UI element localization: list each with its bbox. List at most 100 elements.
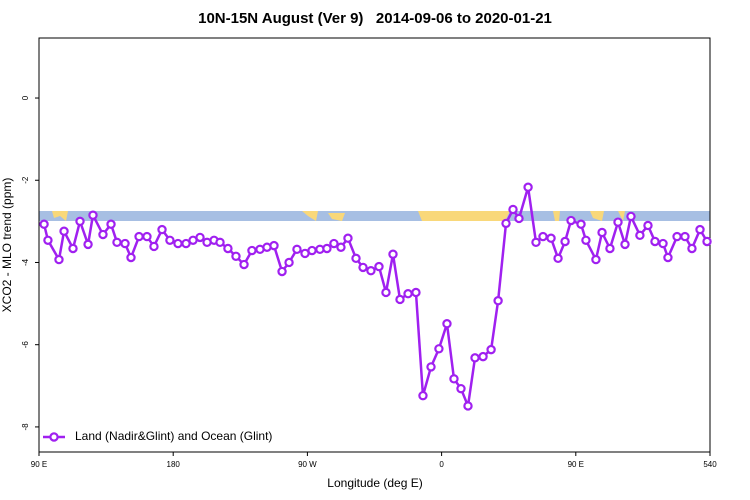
data-point (470, 353, 480, 363)
data-point (388, 249, 398, 259)
data-point (493, 296, 503, 306)
data-point (635, 230, 645, 241)
data-point (75, 216, 85, 227)
data-point (442, 319, 452, 329)
data-point (126, 252, 136, 263)
x-axis-label: Longitude (deg E) (327, 476, 422, 490)
data-point (434, 344, 444, 354)
data-point (59, 226, 69, 236)
data-point (307, 245, 317, 256)
y-axis-label: XCO2 - MLO trend (ppm) (0, 178, 14, 313)
data-point (269, 240, 279, 251)
data-point (463, 401, 473, 411)
data-point (546, 233, 556, 243)
data-point (142, 231, 152, 242)
data-point (702, 236, 712, 247)
data-point (284, 257, 294, 268)
data-point (181, 238, 191, 249)
x-tick-label: 90 E (568, 460, 584, 469)
y-tick-label: 0 (21, 95, 30, 100)
data-point (149, 241, 159, 252)
data-point (39, 219, 49, 229)
data-point (605, 243, 615, 254)
y-tick-label: -8 (21, 423, 30, 431)
data-point (449, 374, 459, 384)
data-point (106, 219, 116, 229)
data-point (680, 231, 690, 242)
legend-marker (49, 432, 59, 442)
data-point (687, 243, 697, 254)
data-point (322, 243, 332, 254)
data-point (215, 237, 225, 248)
data-point (501, 218, 511, 229)
data-point (658, 238, 668, 249)
data-point (351, 253, 361, 264)
chart-title: 10N-15N August (Ver 9) 2014-09-06 to 202… (198, 10, 552, 27)
data-point (597, 227, 607, 238)
data-point (231, 251, 241, 262)
data-point (68, 243, 78, 254)
x-tick-label: 90 E (31, 460, 47, 469)
data-point (591, 254, 601, 265)
data-point (613, 217, 623, 227)
data-point (650, 236, 660, 247)
data-point (54, 254, 64, 265)
x-tick-label: 0 (439, 460, 444, 469)
data-point (157, 224, 167, 235)
data-point (112, 237, 122, 248)
data-point (83, 239, 93, 250)
data-point (478, 351, 488, 362)
data-point (581, 235, 591, 245)
data-point (381, 287, 391, 298)
data-point (553, 253, 563, 264)
data-point (98, 229, 108, 240)
y-tick-label: -2 (21, 176, 30, 184)
data-point (531, 237, 541, 248)
data-point (173, 238, 183, 249)
data-point (426, 362, 436, 372)
data-point (626, 211, 636, 222)
data-point (538, 231, 548, 242)
data-point (374, 261, 384, 272)
data-point (292, 244, 302, 255)
data-point (358, 262, 368, 273)
data-point (672, 231, 682, 242)
data-point (456, 383, 466, 394)
data-point (165, 235, 175, 245)
data-point (329, 238, 339, 249)
data-point (695, 224, 705, 235)
data-point (223, 243, 233, 254)
x-tick-label: 180 (167, 460, 181, 469)
data-point (277, 266, 287, 277)
data-point (486, 344, 496, 355)
data-point (643, 220, 653, 231)
data-point (566, 215, 576, 226)
y-tick-label: -4 (21, 258, 30, 266)
data-point (620, 239, 630, 250)
data-point (403, 289, 413, 299)
data-point (88, 210, 98, 220)
legend-label: Land (Nadir&Glint) and Ocean (Glint) (75, 429, 272, 443)
data-point (418, 390, 428, 401)
data-point (336, 242, 346, 252)
data-point (43, 235, 53, 245)
background-band (39, 211, 710, 221)
data-point (663, 252, 673, 263)
x-tick-label: 540 (703, 460, 717, 469)
data-point (120, 238, 130, 249)
data-point (134, 231, 144, 242)
data-point (366, 265, 376, 276)
data-point (514, 213, 524, 224)
data-point (411, 287, 421, 298)
data-point (247, 245, 257, 256)
x-tick-label: 90 W (298, 460, 317, 469)
data-point (508, 204, 518, 215)
data-point (195, 232, 205, 243)
y-tick-label: -6 (21, 341, 30, 349)
data-point (576, 219, 586, 229)
data-point (239, 259, 249, 270)
data-point (560, 236, 570, 247)
data-point (523, 182, 533, 192)
data-point (343, 233, 353, 243)
